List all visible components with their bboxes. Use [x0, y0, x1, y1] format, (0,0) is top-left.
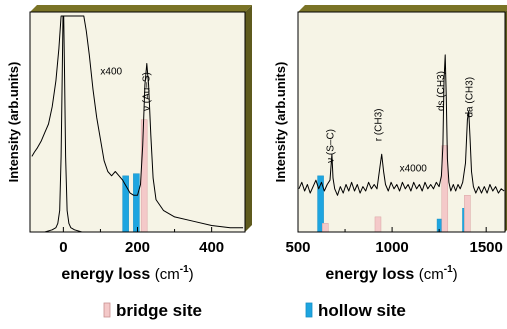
- bridge-site-bar-3: [441, 145, 449, 232]
- x-tick-label: 0: [59, 239, 67, 256]
- y-axis-label: Intensity (arb.units): [273, 62, 288, 183]
- x-tick-label: 1000: [375, 239, 408, 256]
- annotation-1: x400: [100, 66, 122, 77]
- spectrum-line-1: [31, 15, 244, 229]
- x-tick-label: 1500: [469, 239, 502, 256]
- x-axis-unit: (cm: [419, 266, 444, 283]
- x-tick-label: 200: [125, 239, 150, 256]
- frame-shadow-top: [298, 5, 507, 12]
- legend-swatch-1: [103, 302, 111, 318]
- legend: bridge site hollow site: [103, 301, 406, 320]
- annotation-5: da (CH3): [465, 77, 476, 118]
- y-axis-label: Intensity (arb.units): [6, 62, 21, 183]
- hollow-site-bar-2: [133, 173, 140, 232]
- hollow-site-bar-1: [122, 175, 129, 232]
- x-axis-label: energy loss (cm-1): [61, 264, 193, 283]
- x-axis-label: energy loss (cm-1): [325, 264, 457, 283]
- x-tick-label: 400: [199, 239, 224, 256]
- legend-label-1: bridge site: [116, 301, 202, 320]
- bridge-site-bar-4: [464, 195, 471, 232]
- annotation-4: ds (CH3): [436, 71, 447, 111]
- plot-area: [298, 12, 505, 232]
- plot-frame: [297, 11, 506, 233]
- chart-panel-2: 500 1000 1500 energy loss (cm-1) Intensity (…: [273, 5, 507, 283]
- annotation-3: x4000: [400, 164, 428, 175]
- bridge-site-bar-1: [322, 223, 329, 232]
- chart-panel-1: 0 200 400 energy loss (cm-1) Intensity (arb.…: [6, 5, 252, 283]
- legend-swatch-2: [305, 302, 313, 318]
- frame-shadow-right: [245, 5, 252, 232]
- bridge-site-bar-2: [374, 216, 382, 232]
- x-tick-label: 500: [285, 239, 310, 256]
- x-axis-unit: (cm: [155, 266, 180, 283]
- bridge-site-bar-1: [140, 119, 148, 232]
- annotation-2: ν (Au–S): [141, 72, 152, 111]
- frame-shadow-top: [30, 5, 252, 12]
- annotation-1: ν (S–C): [326, 129, 337, 163]
- spectrum-line-1: [298, 54, 505, 196]
- annotation-2: r (CH3): [374, 108, 385, 141]
- legend-label-2: hollow site: [318, 301, 406, 320]
